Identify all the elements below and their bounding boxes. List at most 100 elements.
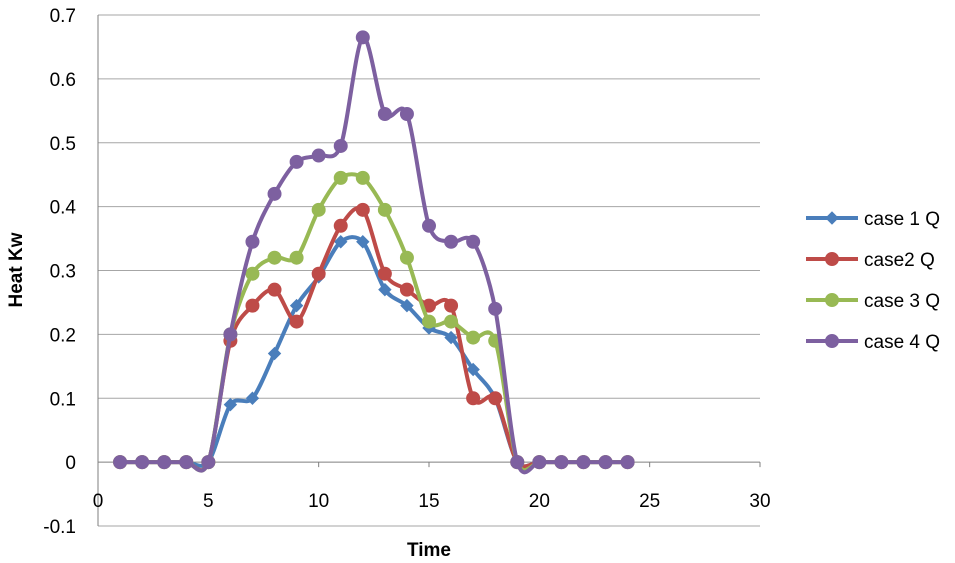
data-point — [377, 202, 392, 217]
data-point — [444, 330, 458, 345]
x-tick-label: 0 — [93, 491, 104, 512]
data-point — [444, 314, 459, 329]
legend-swatch-marker — [825, 211, 839, 225]
y-tick-label: -0.1 — [43, 517, 76, 538]
legend-item-1: case 1 Q — [806, 209, 940, 230]
y-tick-labels: -0.1 0 0.1 0.2 0.3 0.4 0.5 0.6 0.7 — [43, 6, 76, 538]
data-point — [245, 391, 260, 405]
gridlines — [98, 14, 760, 527]
data-point — [333, 218, 348, 233]
data-point — [267, 282, 282, 297]
data-point — [289, 250, 304, 265]
legend-label: case 3 Q — [864, 291, 940, 312]
y-tick-label: 0.7 — [50, 6, 76, 27]
legend-item-2: case2 Q — [806, 250, 935, 271]
series-line — [120, 205, 628, 473]
legend-swatch-marker — [825, 334, 839, 348]
legend-swatch-marker — [825, 252, 839, 266]
data-point — [620, 455, 635, 470]
legend-swatch-marker — [825, 293, 839, 307]
data-point — [267, 346, 282, 361]
x-tick-label: 25 — [639, 491, 660, 512]
data-point — [223, 397, 238, 412]
data-point — [289, 154, 304, 169]
data-point — [400, 298, 414, 313]
y-tick-label: 0.2 — [50, 325, 76, 346]
data-point — [378, 282, 392, 297]
data-point — [245, 298, 260, 313]
data-point — [488, 301, 503, 316]
data-point — [466, 330, 481, 345]
data-point — [267, 250, 282, 265]
data-point — [422, 314, 436, 329]
data-point — [245, 234, 260, 249]
data-point — [466, 391, 481, 406]
legend-label: case2 Q — [864, 250, 935, 271]
data-point — [377, 107, 392, 122]
data-point — [399, 250, 414, 265]
data-point — [355, 170, 370, 185]
data-point — [444, 298, 459, 313]
data-point — [356, 235, 370, 249]
data-point — [532, 455, 547, 470]
x-tick-labels: 0 5 10 15 20 25 30 — [93, 462, 771, 512]
y-tick-label: 0 — [65, 453, 76, 474]
data-point — [223, 327, 238, 342]
y-axis-title: Heat Kw — [6, 232, 27, 307]
legend-item-3: case 3 Q — [806, 291, 940, 312]
data-point — [598, 455, 613, 470]
data-point — [355, 30, 370, 45]
y-tick-label: 0.5 — [50, 134, 76, 155]
data-point — [488, 391, 503, 406]
legend-label: case 1 Q — [864, 209, 940, 230]
data-point — [201, 455, 216, 470]
data-point — [267, 186, 282, 201]
data-point — [576, 455, 591, 470]
x-tick-label: 20 — [529, 491, 550, 512]
y-tick-label: 0.6 — [50, 70, 76, 91]
data-point — [157, 455, 172, 470]
data-point — [355, 202, 370, 217]
data-point — [289, 298, 304, 313]
data-point — [377, 266, 392, 281]
series-line — [120, 235, 628, 469]
data-point — [135, 455, 150, 470]
data-point — [113, 455, 128, 470]
y-tick-label: 0.1 — [50, 389, 76, 410]
data-point — [399, 282, 414, 297]
x-tick-label: 10 — [308, 491, 329, 512]
series-line — [120, 35, 628, 475]
data-point — [311, 148, 326, 163]
legend-item-4: case 4 Q — [806, 332, 940, 353]
series-line — [120, 172, 628, 473]
data-point — [466, 234, 481, 249]
data-point — [422, 218, 436, 233]
data-point — [179, 455, 194, 470]
data-point — [466, 362, 480, 377]
series-2 — [113, 202, 635, 473]
series — [113, 30, 635, 475]
data-point — [245, 266, 260, 281]
data-point — [399, 107, 414, 122]
data-point — [333, 138, 348, 153]
series-4 — [113, 30, 635, 475]
x-tick-label: 5 — [203, 491, 214, 512]
data-point — [444, 234, 459, 249]
data-point — [333, 170, 348, 185]
data-point — [334, 235, 348, 249]
y-tick-label: 0.4 — [50, 198, 77, 219]
legend-label: case 4 Q — [864, 332, 940, 353]
data-point — [311, 202, 326, 217]
x-axis-title: Time — [407, 540, 451, 561]
data-point — [311, 266, 326, 281]
x-tick-label: 15 — [418, 491, 439, 512]
x-tick-label: 30 — [749, 491, 770, 512]
data-point — [554, 455, 569, 470]
y-tick-label: 0.3 — [50, 262, 76, 283]
data-point — [289, 314, 304, 329]
legend: case 1 Q case2 Q case 3 Q case 4 Q — [806, 209, 940, 353]
series-3 — [113, 170, 635, 473]
data-point — [510, 455, 525, 470]
